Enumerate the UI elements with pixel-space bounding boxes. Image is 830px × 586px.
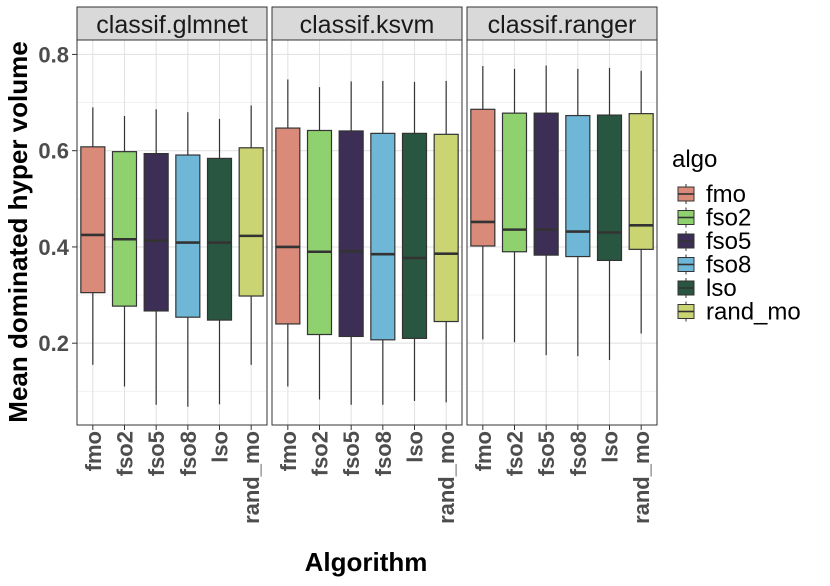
box-fso5 [143,109,169,405]
panel-border [271,39,463,426]
x-tick-label: fso5 [339,431,364,476]
box-body [80,146,106,294]
legend-label: fmo [706,181,746,208]
box-fso2 [306,87,333,400]
box-lso [401,81,428,401]
box-body [470,108,496,247]
box-rand_mo [628,70,654,334]
y-axis-title: Mean dominated hyper volume [3,41,33,422]
facet-strip-title: classif.glmnet [96,11,247,39]
x-tick-label: fso5 [144,431,169,476]
box-fmo [470,65,496,340]
legend-item-fmo: fmo [677,181,746,208]
box-fso2 [111,116,138,387]
y-tick-label: 0.6 [38,139,69,164]
facet-strip-title: classif.ranger [488,11,637,39]
legend-label: rand_mo [706,299,801,326]
x-tick-label: lso [208,431,233,463]
box-body [628,113,654,250]
box-fso8 [175,112,201,407]
legend-title: algo [672,146,717,173]
box-body [306,129,333,336]
facet-panel: classif.ranger fmo fso2 fso5 fso8 lso rand_mo [466,6,658,524]
panel-border [76,39,268,426]
box-fso2 [501,68,528,343]
box-body [533,112,559,256]
legend-item-lso: lso [677,275,737,302]
facet-panel: classif.ksvm fmo fso2 fso5 fso8 lso rand_mo [271,6,463,524]
y-tick-label: 0.4 [38,235,69,260]
box-body [275,127,301,325]
facet-strip [76,6,268,41]
facet-strip [271,6,463,41]
x-tick-label: fso2 [113,431,138,476]
legend-label: lso [706,275,737,302]
x-tick-label: lso [403,431,428,463]
box-body [370,132,396,341]
legend-item-fso8: fso8 [677,252,751,279]
x-tick-label: fso2 [308,431,333,476]
x-tick-label: fso8 [566,431,591,476]
x-tick-label: fmo [276,431,301,471]
box-body [206,157,233,321]
box-body [433,133,459,323]
x-tick-label: rand_mo [434,431,459,524]
legend-label: fso8 [706,252,751,279]
legend-item-fso2: fso2 [677,205,751,232]
box-body [338,130,364,338]
facet-strip [466,6,658,41]
box-fso8 [370,80,396,405]
box-fso5 [338,81,364,405]
box-lso [206,118,233,405]
box-rand_mo [238,105,264,365]
y-tick-label: 0.8 [38,42,69,67]
x-tick-label: fso2 [503,431,528,476]
x-tick-label: fmo [81,431,106,471]
x-tick-label: fso5 [534,431,559,476]
box-body [501,112,528,253]
box-lso [596,67,623,361]
legend-label: fso5 [706,228,751,255]
x-tick-label: rand_mo [239,431,264,524]
legend-label: fso2 [706,205,751,232]
legend-item-rand_mo: rand_mo [677,299,801,326]
box-fso8 [565,68,591,357]
box-fmo [80,107,106,365]
facet-strip-title: classif.ksvm [300,11,435,39]
x-tick-label: fso8 [371,431,396,476]
box-body [143,152,169,312]
box-body [175,154,201,318]
x-tick-label: rand_mo [629,431,654,524]
panel-background [77,40,267,425]
y-axis: 0.2 0.4 0.6 0.8 [38,42,77,356]
box-body [238,147,264,297]
box-body [565,114,591,258]
panel-background [467,40,657,425]
box-fmo [275,79,301,387]
box-body [401,132,428,339]
box-body [111,151,138,307]
box-fso5 [533,65,559,356]
box-body [596,114,623,262]
legend-item-fso5: fso5 [677,228,751,255]
facet-panel: classif.glmnet fmo fso2 fso5 fso8 lso rand_mo [76,6,268,524]
panel-border [466,39,658,426]
box-rand_mo [433,80,459,403]
x-tick-label: lso [598,431,623,463]
y-tick-label: 0.2 [38,331,69,356]
x-axis-title: Algorithm [305,547,428,577]
panel-background [272,40,462,425]
x-tick-label: fso8 [176,431,201,476]
x-tick-label: fmo [471,431,496,471]
